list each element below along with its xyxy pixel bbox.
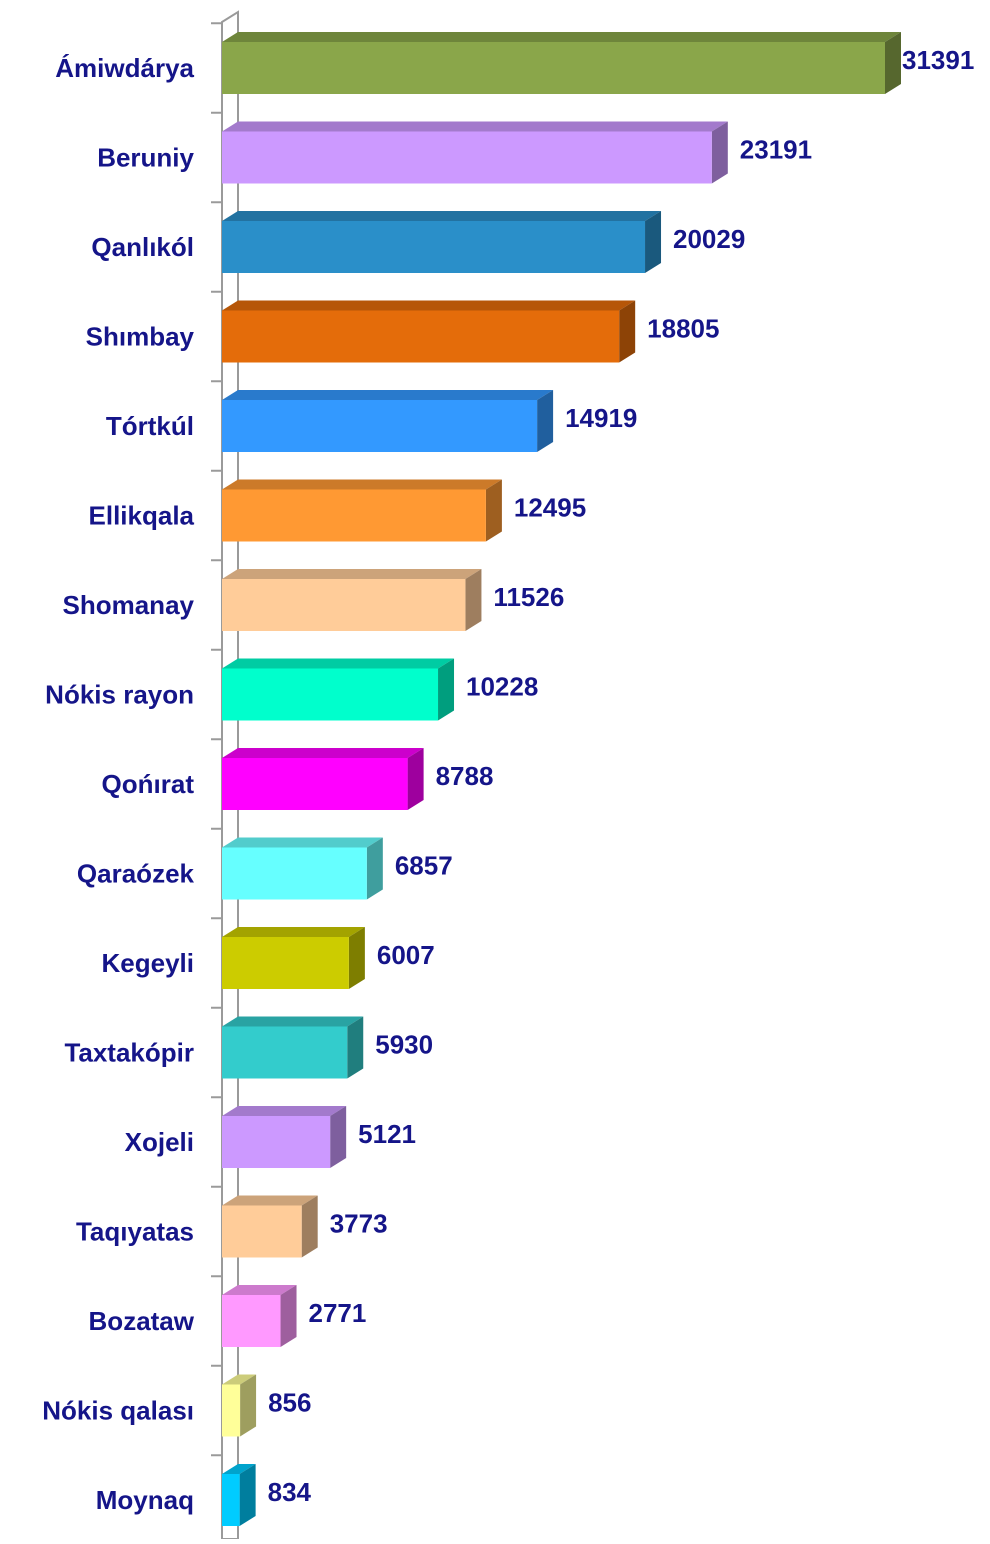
bar xyxy=(222,758,408,810)
bar xyxy=(222,847,367,900)
bar-top xyxy=(222,300,636,311)
category-label: Ellikqala xyxy=(89,500,195,530)
category-label: Qońırat xyxy=(102,769,195,799)
value-label: 8788 xyxy=(436,761,494,791)
category-label: Shomanay xyxy=(63,590,195,620)
bar xyxy=(222,1384,241,1437)
bar-side xyxy=(366,837,383,900)
bar-top xyxy=(222,390,554,400)
category-label: Moynaq xyxy=(96,1485,194,1515)
bar-top xyxy=(222,927,365,937)
bar-top xyxy=(222,1195,318,1206)
category-label: Qanlıkól xyxy=(91,232,194,262)
bar-top xyxy=(222,569,482,579)
bar xyxy=(222,221,646,273)
value-label: 5930 xyxy=(375,1029,433,1059)
bar-side xyxy=(239,1464,256,1526)
value-label: 856 xyxy=(268,1387,311,1417)
bar-top xyxy=(222,211,662,221)
bar-side xyxy=(711,121,728,184)
category-label: Qaraózek xyxy=(77,858,195,888)
bar-top xyxy=(222,1016,364,1027)
category-label: Taqıyatas xyxy=(76,1216,194,1246)
bar-side xyxy=(645,211,662,273)
bar xyxy=(222,131,712,184)
bar-side xyxy=(301,1195,318,1258)
category-label: Ámiwdárya xyxy=(55,53,194,83)
value-label: 11526 xyxy=(493,582,564,612)
bar xyxy=(222,400,538,452)
bar-side xyxy=(885,32,901,94)
value-label: 23191 xyxy=(740,134,812,164)
value-label: 2771 xyxy=(309,1298,367,1328)
bar-side xyxy=(280,1285,297,1347)
bar xyxy=(222,668,439,721)
bar-top xyxy=(222,748,424,758)
bar-top xyxy=(222,121,728,132)
bar xyxy=(222,310,620,363)
bar-side xyxy=(485,479,502,542)
value-label: 12495 xyxy=(514,492,586,522)
value-label: 18805 xyxy=(647,313,719,343)
value-label: 20029 xyxy=(673,224,745,254)
value-label: 10228 xyxy=(466,671,538,701)
value-label: 3773 xyxy=(330,1208,388,1238)
bar-top xyxy=(222,837,383,848)
bar-top xyxy=(222,32,901,42)
bar-top xyxy=(222,1464,256,1474)
bar-top xyxy=(222,1285,297,1295)
bar-side xyxy=(407,748,424,810)
bar-top xyxy=(222,479,502,490)
category-label: Nókis qalası xyxy=(42,1395,194,1425)
bar xyxy=(222,489,486,542)
bar xyxy=(222,1474,240,1526)
bar xyxy=(222,1026,348,1079)
category-label: Taxtakópir xyxy=(64,1037,194,1067)
bar-side xyxy=(348,927,365,989)
bar-side xyxy=(537,390,554,452)
bar xyxy=(222,1295,281,1347)
bar-side xyxy=(347,1016,364,1079)
category-label: Nókis rayon xyxy=(45,679,194,709)
value-label: 834 xyxy=(268,1477,312,1507)
bar-side xyxy=(619,300,636,363)
category-label: Shımbay xyxy=(86,321,195,351)
category-label: Bozataw xyxy=(89,1306,195,1336)
category-label: Beruniy xyxy=(97,142,194,172)
value-label: 6857 xyxy=(395,850,453,880)
value-label: 14919 xyxy=(565,403,637,433)
bar-side xyxy=(240,1374,257,1437)
bar xyxy=(222,1205,302,1258)
category-label: Xojeli xyxy=(125,1127,194,1157)
value-label: 6007 xyxy=(377,940,435,970)
category-label: Kegeyli xyxy=(102,948,195,978)
bar-top xyxy=(222,1374,257,1385)
bar-side xyxy=(465,569,482,631)
bar xyxy=(222,579,466,631)
bar xyxy=(222,1116,331,1168)
bar-side xyxy=(330,1106,347,1168)
bar-top xyxy=(222,658,455,669)
value-label: 5121 xyxy=(358,1119,416,1149)
bar-side xyxy=(438,658,455,721)
bar-top xyxy=(222,1106,347,1116)
bar xyxy=(222,937,349,989)
category-label: Tórtkúl xyxy=(106,411,194,441)
bar xyxy=(222,42,885,94)
value-label: 31391 xyxy=(902,45,974,75)
